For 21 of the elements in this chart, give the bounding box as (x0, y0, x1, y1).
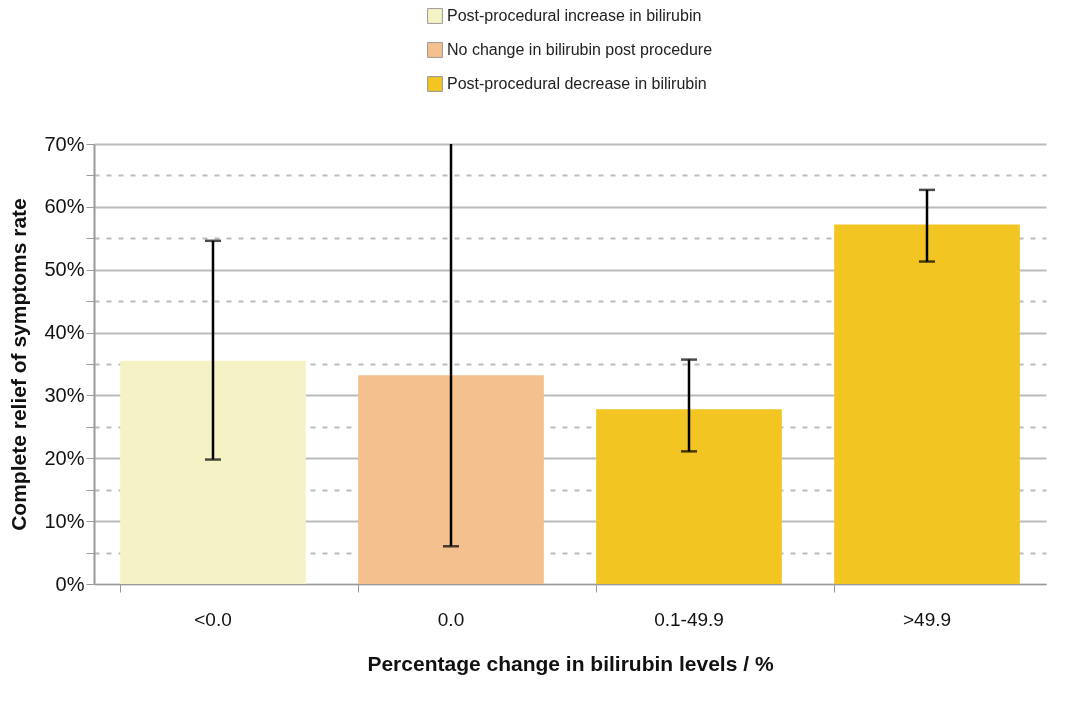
bar (358, 375, 544, 584)
x-tick-label: <0.0 (194, 608, 232, 630)
bar (834, 224, 1020, 584)
y-tick-label: 60% (44, 195, 85, 218)
x-axis-title: Percentage change in bilirubin levels / % (367, 651, 774, 675)
y-tick-label: 10% (44, 509, 85, 532)
y-axis-title: Complete relief of symptoms rate (7, 198, 31, 531)
legend-label: Post-procedural increase in bilirubin (447, 7, 702, 24)
bar (596, 409, 782, 584)
y-tick-label: 30% (44, 383, 85, 406)
legend-label: No change in bilirubin post procedure (447, 41, 713, 58)
y-tick-label: 0% (55, 572, 85, 595)
y-tick-label: 50% (44, 258, 85, 281)
x-tick-label: 0.0 (437, 608, 465, 630)
legend-label: Post-procedural decrease in bilirubin (447, 75, 707, 92)
y-tick-label: 20% (44, 446, 85, 469)
bar (120, 360, 306, 584)
x-tick-label: 0.1-49.9 (654, 608, 724, 630)
x-tick-label: >49.9 (902, 608, 952, 630)
y-tick-label: 40% (44, 321, 85, 344)
y-tick-label: 70% (44, 132, 85, 155)
